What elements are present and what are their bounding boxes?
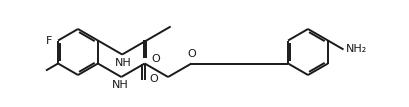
Text: F: F — [45, 36, 52, 45]
Text: NH₂: NH₂ — [345, 45, 366, 54]
Text: O: O — [187, 48, 196, 59]
Text: O: O — [151, 54, 160, 65]
Text: NH: NH — [115, 57, 131, 68]
Text: NH: NH — [112, 80, 128, 90]
Text: O: O — [149, 74, 158, 85]
